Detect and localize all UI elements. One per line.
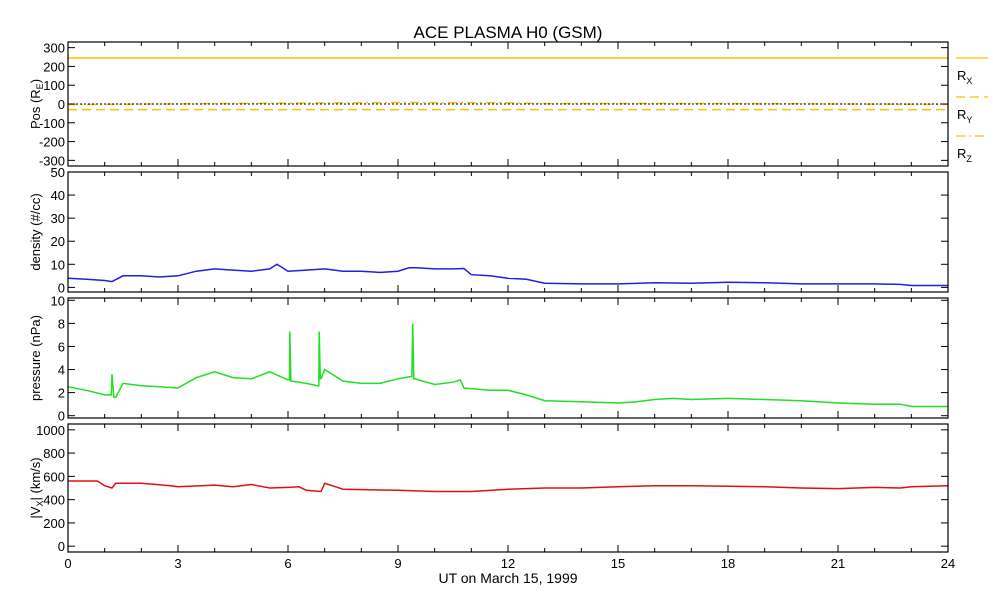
y-tick-label: -100 (39, 116, 65, 131)
y-axis-label: pressure (nPa) (28, 315, 43, 401)
y-tick-label: 100 (43, 78, 65, 93)
y-tick-label: 600 (43, 469, 65, 484)
panel-frame (67, 171, 949, 293)
series-line-vx (68, 480, 949, 493)
x-tick-label: 15 (611, 556, 625, 571)
panel-3: 10 8 6 4 2 0 pressure (nPa) (28, 293, 949, 424)
y-tick-label: 1000 (36, 423, 65, 438)
legend-label-ry: RY (957, 107, 972, 125)
legend-label-rx: RX (957, 68, 972, 86)
y-tick-label: 6 (58, 339, 65, 354)
x-axis-label: UT on March 15, 1999 (438, 570, 577, 586)
panel-frame (67, 297, 949, 419)
y-tick-label: 0 (58, 97, 65, 112)
y-tick-label: 30 (51, 211, 65, 226)
x-tick-label: 0 (64, 556, 71, 571)
panel-2: 50 40 30 20 10 0 density (#/cc) (28, 165, 949, 295)
legend-label-rz: RZ (957, 146, 972, 164)
x-tick-label: 24 (941, 556, 955, 571)
x-tick-label: 18 (721, 556, 735, 571)
series-line-pressure (67, 323, 948, 408)
y-tick-label: 400 (43, 493, 65, 508)
y-tick-label: 300 (43, 41, 65, 56)
y-tick-label: 4 (58, 363, 65, 378)
y-tick-label: 40 (51, 188, 65, 203)
y-tick-label: 10 (51, 257, 65, 272)
x-tick-label: 9 (394, 556, 401, 571)
y-tick-label: -300 (39, 153, 65, 168)
y-tick-label: 800 (43, 446, 65, 461)
x-tick-label: 12 (501, 556, 515, 571)
panel-1: 300 200 100 0 -100 -200 -300 Pos (RE) RX RY RZ (28, 41, 988, 168)
series-line-density (67, 263, 948, 287)
y-tick-label: 200 (43, 516, 65, 531)
y-tick-label: 0 (58, 409, 65, 424)
chart-title: ACE PLASMA H0 (GSM) (414, 23, 603, 42)
x-tick-label: 21 (831, 556, 845, 571)
y-axis-label: Pos (RE) (28, 79, 45, 129)
y-tick-label: 8 (58, 316, 65, 331)
y-tick-label: 0 (58, 280, 65, 295)
y-tick-label: 10 (51, 293, 65, 308)
y-tick-label: 200 (43, 59, 65, 74)
y-tick-label: 0 (58, 539, 65, 554)
panel-4: 1000 800 600 400 200 0 |VX| (km/s) 0 3 6 9 12 15 18 21… (28, 423, 955, 571)
y-tick-label: 2 (58, 386, 65, 401)
x-tick-label: 6 (284, 556, 291, 571)
y-tick-label: 20 (51, 234, 65, 249)
y-tick-label: 50 (51, 165, 65, 180)
y-axis-label: density (#/cc) (28, 193, 43, 270)
y-axis-label: |VX| (km/s) (28, 457, 45, 518)
y-tick-label: -200 (39, 135, 65, 150)
x-tick-label: 3 (174, 556, 181, 571)
